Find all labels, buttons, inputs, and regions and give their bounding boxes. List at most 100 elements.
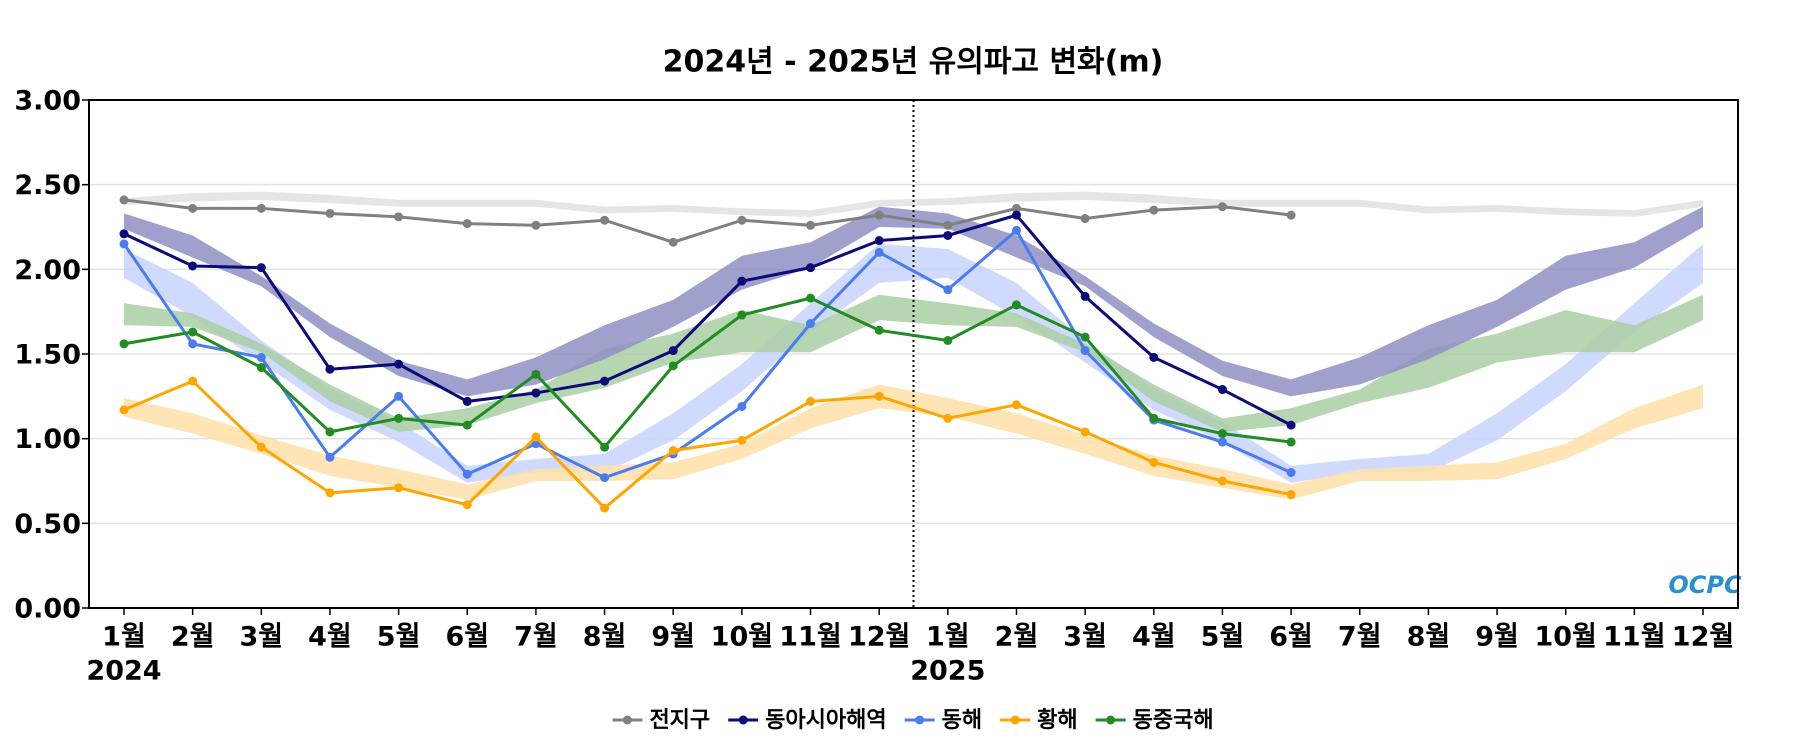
x-tick-label: 11월 (779, 622, 841, 653)
x-tick-label: 9월 (1475, 622, 1519, 653)
series-point (874, 247, 884, 257)
x-tick-label: 12월 (848, 622, 910, 653)
series-point (256, 263, 266, 273)
x-tick-label: 5월 (1201, 622, 1245, 653)
series-point (1286, 468, 1296, 478)
series-point (188, 327, 198, 337)
x-tick-label: 1월 (102, 622, 146, 653)
x-tick-label: 6월 (1269, 622, 1313, 653)
series-point (531, 220, 541, 230)
range-band (124, 191, 1703, 217)
series-point (256, 203, 266, 213)
series-point (325, 364, 335, 374)
series-point (943, 413, 953, 423)
x-tick-label: 6월 (445, 622, 489, 653)
series-point (1080, 291, 1090, 301)
x-tick-label: 8월 (1407, 622, 1451, 653)
legend-label: 동해 (942, 708, 982, 733)
series-point (1149, 413, 1159, 423)
x-tick-label: 9월 (651, 622, 695, 653)
series-point (325, 452, 335, 462)
series-line (123, 213, 1292, 427)
series-point (256, 352, 266, 362)
series-point (806, 220, 816, 230)
series-point (600, 215, 610, 225)
series-point (806, 263, 816, 273)
plot-frame (88, 99, 1739, 609)
series-point (600, 503, 610, 513)
y-tick-label: 3.00 (14, 86, 81, 117)
series-point (737, 310, 747, 320)
series-point (874, 210, 884, 220)
series-point (1149, 352, 1159, 362)
series-point (1149, 205, 1159, 215)
series-point (394, 391, 404, 401)
series-point (462, 396, 472, 406)
series-point (1217, 385, 1227, 395)
y-tick-label: 1.00 (14, 424, 81, 455)
x-tick-label: 3월 (239, 622, 283, 653)
x-tick-label: 2월 (995, 622, 1039, 653)
series-point (737, 215, 747, 225)
series-point (119, 239, 129, 249)
series-point (1080, 332, 1090, 342)
series-point (874, 391, 884, 401)
series-point (531, 388, 541, 398)
series-point (806, 396, 816, 406)
series-point (943, 335, 953, 345)
series-point (874, 236, 884, 246)
y-tick-label: 0.50 (14, 509, 81, 540)
series-point (119, 405, 129, 415)
x-tick-label: 8월 (583, 622, 627, 653)
series-point (600, 376, 610, 386)
series-point (943, 220, 953, 230)
series-point (1217, 437, 1227, 447)
series-point (600, 473, 610, 483)
series-point (119, 229, 129, 239)
series-point (1011, 203, 1021, 213)
series-point (1286, 420, 1296, 430)
series-point (394, 359, 404, 369)
series-point (531, 432, 541, 442)
series-point (737, 276, 747, 286)
series-point (1011, 210, 1021, 220)
series-point (668, 446, 678, 456)
year-label: 2024 (86, 656, 161, 687)
y-tick-label: 2.50 (14, 170, 81, 201)
legend-marker (1106, 715, 1116, 725)
series-point (462, 219, 472, 229)
series-point (394, 212, 404, 222)
chart-title: 2024년 - 2025년 유의파고 변화(m) (663, 45, 1164, 80)
series-point (325, 208, 335, 218)
series-point (1080, 427, 1090, 437)
legend-label: 황해 (1037, 708, 1077, 733)
y-tick-label: 1.50 (14, 340, 81, 371)
x-tick-label: 1월 (926, 622, 970, 653)
legend-label: 동중국해 (1133, 708, 1214, 733)
series-point (325, 427, 335, 437)
series-point (1286, 490, 1296, 500)
series-point (1286, 437, 1296, 447)
logo: OCPC (1668, 571, 1742, 599)
series-point (1011, 225, 1021, 235)
legend-marker (622, 715, 632, 725)
x-tick-label: 7월 (514, 622, 558, 653)
series-point (256, 442, 266, 452)
series-point (600, 442, 610, 452)
series-point (1080, 346, 1090, 356)
x-tick-label: 11월 (1603, 622, 1665, 653)
series-point (1217, 202, 1227, 212)
series-point (806, 319, 816, 329)
series-point (1217, 476, 1227, 486)
series-point (119, 195, 129, 205)
series-point (462, 469, 472, 479)
series-point (119, 339, 129, 349)
series-point (325, 488, 335, 498)
legend-marker (1010, 715, 1020, 725)
series-point (806, 293, 816, 303)
series-point (188, 203, 198, 213)
series-point (394, 483, 404, 493)
series-point (531, 369, 541, 379)
series-point (943, 285, 953, 295)
